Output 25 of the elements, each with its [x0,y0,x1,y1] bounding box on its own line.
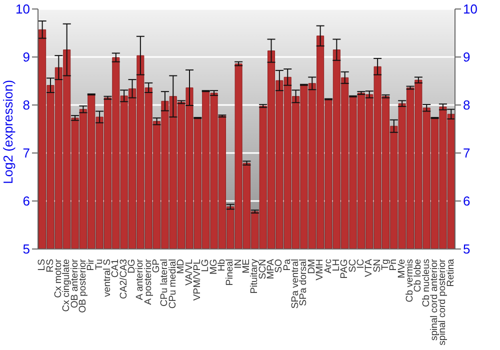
y2-tick-label: 7 [463,146,470,161]
y-tick-label: 5 [22,242,30,257]
x-tick-label: Tg [380,259,391,270]
x-tick-label: Hb [216,259,228,272]
y-tick-label: 7 [22,146,30,161]
y2-tick-label: 9 [463,50,470,65]
x-tick-label: SN [372,258,383,272]
x-tick-label: OB posterior [77,258,88,313]
x-tick-label: CPu medial [167,259,178,309]
y2-tick-label: 6 [463,194,470,209]
x-tick-label: ME [241,259,252,274]
y2-tick-label: 8 [463,98,470,113]
y-tick-label: 9 [22,50,30,65]
x-tick-label: VPM/VPL [192,258,203,301]
y2-tick-label: 5 [463,242,470,257]
y-tick-label: 8 [22,98,30,113]
x-tick-label: Pir [86,258,97,271]
y-axis-title: Log2 (expression) [0,80,16,184]
x-tick-label: A posterior [142,258,154,305]
x-tick-label: RS [44,259,56,272]
x-tick-label: IC [355,258,366,269]
y-tick-label: 10 [16,2,30,17]
y2-tick-label: 10 [463,2,478,17]
x-tick-label: SO [274,259,285,273]
y-tick-label: 6 [22,194,30,209]
